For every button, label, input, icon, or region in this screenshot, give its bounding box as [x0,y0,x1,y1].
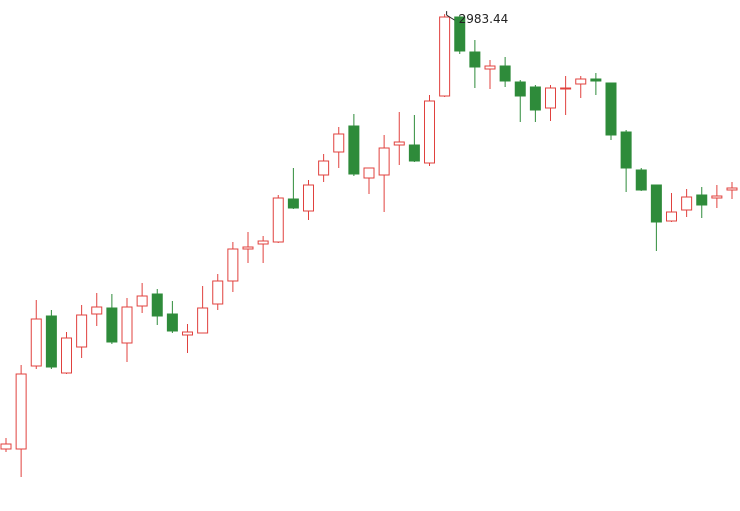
body [650,184,662,223]
body [348,125,360,175]
body [242,246,254,250]
body [726,187,738,191]
body [303,184,314,212]
body [61,337,72,374]
body [151,293,163,317]
body [514,81,526,97]
body [106,307,118,343]
body [711,195,723,199]
body [257,240,269,245]
body [197,307,209,334]
body [635,169,647,191]
body [182,331,193,336]
body [696,194,708,206]
body [121,306,133,344]
body [227,248,239,282]
body [136,295,148,307]
body [363,167,375,179]
body [560,87,572,90]
body [424,100,435,164]
body [575,78,587,85]
body [166,313,178,332]
body [590,78,602,82]
body [499,65,511,82]
body [605,82,617,136]
body [30,318,42,367]
body [454,16,466,52]
pointer [446,11,455,21]
body [91,306,103,315]
body [484,65,496,70]
body [666,211,677,222]
body [378,147,390,176]
body [318,160,330,176]
body [439,16,451,97]
body [393,141,405,146]
body [469,51,481,68]
body [76,314,88,348]
body [45,315,57,368]
body [545,87,556,109]
high-label: 2983.44 [459,12,509,26]
body [529,86,541,111]
body [681,196,693,211]
body [620,131,632,169]
body [0,443,12,450]
body [333,133,345,153]
body [212,280,224,305]
body [287,198,299,209]
body [408,144,420,162]
body [272,197,284,243]
body [15,373,27,450]
